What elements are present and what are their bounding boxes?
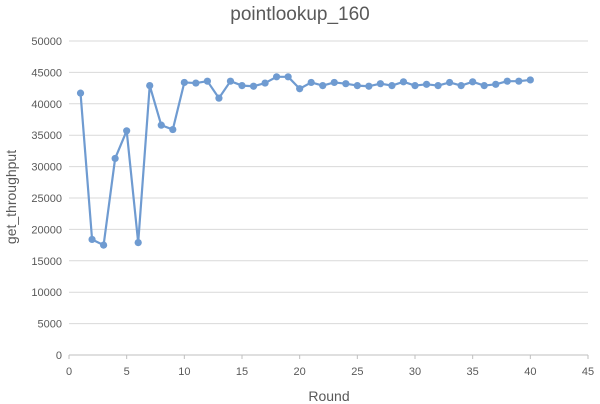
data-point (180, 78, 188, 87)
chart-title: pointlookup_160 (230, 4, 370, 25)
y-tick-label: 35000 (31, 130, 62, 142)
x-tick-label: 35 (467, 366, 479, 378)
data-point (353, 81, 361, 90)
data-point (469, 78, 477, 86)
data-point (123, 127, 131, 135)
y-tick-label: 50000 (31, 36, 62, 48)
y-tick-label: 40000 (31, 99, 62, 111)
series-lines (79, 75, 531, 247)
x-tick-label: 25 (351, 366, 363, 378)
data-point (88, 235, 96, 244)
data-point (249, 82, 258, 90)
data-point (284, 73, 292, 81)
series-points (76, 73, 534, 249)
y-tick-label: 10000 (31, 287, 62, 299)
data-point (376, 80, 384, 88)
data-point (146, 81, 154, 90)
x-tick-label: 40 (524, 366, 536, 378)
data-point (273, 73, 281, 81)
data-point (526, 76, 534, 84)
series-line (79, 75, 531, 247)
y-axis-title: get_throughput (3, 150, 19, 244)
x-tick-label: 45 (582, 366, 594, 378)
data-point (503, 77, 511, 85)
data-point (226, 77, 235, 85)
data-point (215, 94, 223, 102)
data-point (434, 81, 442, 90)
y-tick-label: 45000 (31, 67, 62, 79)
data-point (157, 121, 165, 129)
data-point (203, 77, 211, 85)
x-tick-label: 0 (66, 366, 72, 378)
data-point (111, 154, 119, 163)
data-point (296, 85, 304, 93)
data-point (192, 79, 200, 87)
x-tick-label: 15 (236, 366, 248, 378)
y-tick-label: 5000 (38, 319, 62, 331)
data-point (319, 81, 327, 90)
data-point (169, 125, 177, 134)
data-point (342, 80, 350, 88)
data-point (446, 78, 454, 87)
x-tick-label: 10 (178, 366, 190, 378)
x-tick-label: 5 (124, 366, 130, 378)
data-point (76, 89, 85, 97)
axes (68, 354, 589, 359)
data-point (238, 81, 246, 90)
gridlines (69, 40, 588, 325)
data-point (422, 80, 431, 88)
data-point (480, 81, 488, 90)
data-point (411, 81, 419, 90)
data-point (399, 78, 408, 86)
x-tick-label: 20 (294, 366, 306, 378)
data-point (388, 81, 396, 90)
data-point (330, 78, 338, 87)
x-axis-title: Round (308, 388, 349, 404)
data-point (365, 82, 373, 90)
y-tick-label: 25000 (31, 193, 62, 205)
data-point (515, 77, 523, 85)
y-tick-label: 20000 (31, 224, 62, 236)
data-point (261, 79, 269, 87)
y-tick-label: 30000 (31, 162, 62, 174)
x-tick-labels: 0 5 10 15 20 25 30 35 40 45 (66, 366, 594, 378)
data-point (100, 241, 108, 249)
data-point (457, 81, 465, 90)
y-tick-label: 15000 (31, 256, 62, 268)
data-point (492, 80, 500, 88)
data-point (307, 78, 315, 87)
y-tick-label: 0 (56, 350, 62, 362)
x-tick-label: 30 (409, 366, 421, 378)
data-point (134, 238, 142, 247)
y-tick-labels: 0 5000 10000 15000 20000 25000 30000 35000 40000… (31, 36, 62, 362)
